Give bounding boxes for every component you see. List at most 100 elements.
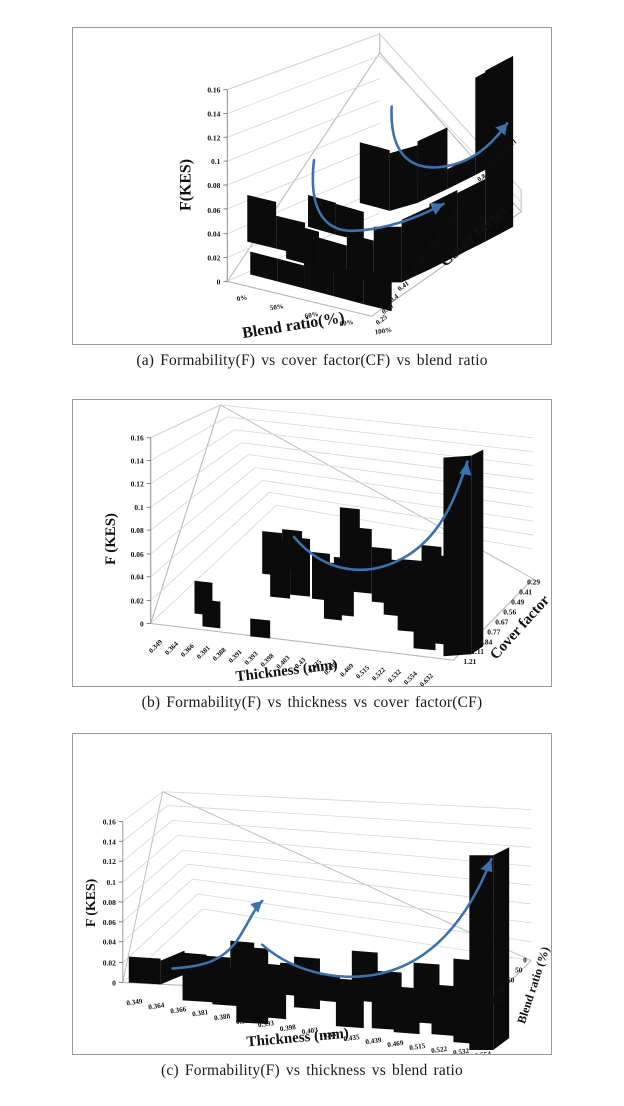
chart-c-xtick-1: 0.364 [148,1001,165,1011]
chart-c-trend-left [171,899,264,970]
chart-b-ytick-7: 1.11 [471,647,484,656]
chart-b-xtick-2: 0.366 [179,642,196,659]
chart-b-ytick-1: 0.41 [519,588,532,597]
chart-c-xtick-2: 0.366 [170,1005,187,1015]
chart-a-ztick-4: 0.08 [207,181,220,190]
chart-c-ztick-8: 0.16 [103,817,116,826]
chart-a-xtick-0: 0% [236,294,248,304]
chart-b-ztick-4: 0.08 [131,526,144,535]
chart-b-xtick-3: 0.381 [195,644,212,661]
chart-b-xtick-4: 0.388 [211,646,228,663]
chart-b-xtick-12: 0.469 [338,662,355,679]
chart-panel-a: 0 0.02 0.04 0.06 0.08 0.1 0.12 0.14 0.16… [72,27,552,345]
chart-b-xtick-16: 0.554 [402,669,419,686]
chart-c-x-axis-title: Thickness (mm) [246,1026,349,1051]
chart-c-ytick-3: 80 [499,986,507,994]
chart-a-ztick-7: 0.14 [207,109,220,118]
chart-c-xtick-5: 0.391 [235,1016,252,1026]
chart-b-bars [194,449,484,657]
chart-c-xtick-13: 0.515 [409,1042,426,1052]
chart-b-ztick-3: 0.06 [131,550,144,559]
chart-a-trend-front [311,158,445,233]
chart-b-ztick-8: 0.16 [131,434,144,443]
chart-b-ztick-1: 0.02 [131,597,144,606]
chart-b-plot-area: 0 0.02 0.04 0.06 0.08 0.1 0.12 0.14 0.16… [73,400,551,686]
chart-c-xtick-6: 0.393 [257,1019,274,1029]
chart-b-xtick-1: 0.364 [163,640,180,657]
chart-c-xtick-17: 0.632 [496,1053,513,1054]
chart-c-plot-area: 0 0.02 0.04 0.06 0.08 0.1 0.12 0.14 0.16… [73,734,551,1054]
chart-b-ztick-5: 0.1 [134,503,144,512]
chart-b-ytick-0: 0.29 [527,578,540,587]
chart-c-xtick-3: 0.381 [192,1008,209,1018]
chart-b-ytick-4: 0.67 [495,617,508,626]
chart-b-ytick-5: 0.77 [487,627,500,636]
chart-c-xtick-0: 0.349 [126,997,143,1007]
chart-c-ytick-1: 50 [515,967,523,975]
chart-b-z-axis-title: F (KES) [103,513,119,565]
chart-c-ytick-0: 0 [523,957,527,965]
chart-b-ztick-2: 0.04 [131,573,144,582]
chart-c-xtick-15: 0.532 [453,1047,470,1054]
chart-a-ytick-6: 0.5 [420,248,432,260]
chart-a-ztick-2: 0.04 [207,230,220,239]
chart-c-bars [128,847,510,1051]
chart-a-x-axis-title: Blend ratio(%) [241,309,345,342]
chart-c-xtick-4: 0.388 [214,1012,231,1022]
chart-a-xtick-2: 60% [304,310,319,320]
chart-a-ytick-0: 0.25 [374,313,389,327]
chart-a-xtick-1: 50% [269,302,284,312]
chart-b-xtick-14: 0.522 [370,666,387,683]
chart-panel-c: 0 0.02 0.04 0.06 0.08 0.1 0.12 0.14 0.16… [72,733,552,1055]
chart-a-caption: (a) Formability(F) vs cover factor(CF) v… [136,352,488,369]
chart-c-ytick-2: 60 [507,976,515,984]
chart-c-ztick-3: 0.06 [103,918,116,927]
chart-c-ztick-5: 0.1 [106,878,116,887]
chart-b-axes-frame [146,404,534,661]
chart-a-z-axis-title: F(KES) [177,159,194,211]
chart-c-xtick-10: 0.435 [343,1033,360,1043]
chart-b-ztick-6: 0.12 [131,479,144,488]
chart-c-z-axis-title: F (KES) [84,878,99,927]
chart-c-xtick-12: 0.469 [387,1039,404,1049]
chart-c-xtick-8: 0.403 [301,1026,318,1036]
chart-b-xtick-17: 0.632 [418,671,435,686]
chart-b-ztick-7: 0.14 [131,457,144,466]
chart-b-xtick-5: 0.391 [227,648,244,665]
chart-c-xtick-16: 0.554 [474,1050,491,1054]
chart-b-caption: (b) Formability(F) vs thickness vs cover… [141,694,483,711]
chart-a-ztick-8: 0.16 [207,86,220,95]
chart-b-ztick-0: 0 [140,619,144,628]
chart-c-xtick-14: 0.522 [431,1045,448,1054]
chart-c-ztick-6: 0.12 [103,857,116,866]
chart-a-xtick-3: 80% [339,318,354,328]
chart-a-trend-back [390,105,509,169]
chart-b-trend [292,460,472,572]
chart-c-ztick-0: 0 [112,978,116,987]
chart-a-ytick-2: 0.4 [388,292,400,304]
chart-a-plot-area: 0 0.02 0.04 0.06 0.08 0.1 0.12 0.14 0.16… [73,28,551,344]
chart-c-y-axis-title: Blend ratio (%) [514,945,551,1025]
chart-a-ztick-1: 0.02 [207,254,220,263]
chart-b-ytick-2: 0.49 [511,598,524,607]
chart-b-ytick-3: 0.56 [503,608,516,617]
chart-panel-b: 0 0.02 0.04 0.06 0.08 0.1 0.12 0.14 0.16… [72,399,552,687]
chart-c-xtick-11: 0.439 [365,1036,382,1046]
chart-a-ztick-5: 0.1 [211,157,221,166]
chart-b-xtick-15: 0.532 [386,667,403,684]
chart-c-ytick-4: 100 [491,996,502,1004]
chart-c-trend-right [260,857,493,978]
chart-c-ztick-7: 0.14 [103,837,116,846]
chart-c-ztick-2: 0.04 [103,938,116,947]
chart-b-xtick-0: 0.349 [147,638,164,655]
chart-c-xtick-9: 0.43 [323,1030,337,1040]
chart-b-xtick-6: 0.393 [243,650,260,667]
chart-a-ztick-6: 0.12 [207,133,220,142]
chart-c-ztick-4: 0.08 [103,898,116,907]
chart-b-ytick-8: 1.21 [463,657,476,666]
chart-a-ztick-0: 0 [217,277,221,286]
chart-a-ztick-3: 0.06 [207,206,220,215]
chart-b-xtick-13: 0.515 [354,664,371,681]
chart-c-xtick-7: 0.398 [279,1023,296,1033]
